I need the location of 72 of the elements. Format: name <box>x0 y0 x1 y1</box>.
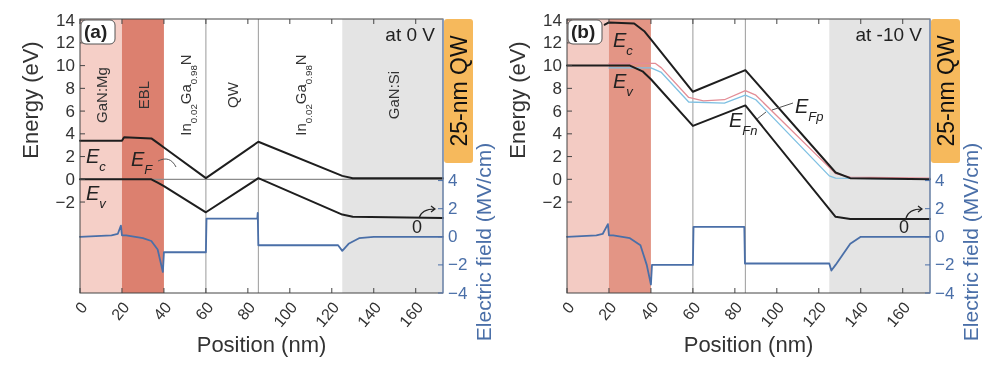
y2-axis-title: Electric field (MV/cm) <box>959 142 982 342</box>
y2-tick-label: 4 <box>448 171 458 191</box>
y-tick-label: 4 <box>552 124 562 144</box>
x-tick-label: 80 <box>233 298 259 324</box>
y-tick-label: 12 <box>543 33 562 53</box>
x-tick-label: 20 <box>595 298 620 324</box>
text: 25-nm QW <box>933 35 959 147</box>
y-tick-label: 4 <box>65 124 75 144</box>
annotation: (a) <box>84 21 108 42</box>
y-tick-label: 2 <box>552 147 562 167</box>
series-label: E$_{Fn}$ <box>729 109 758 138</box>
annotation: at 0 V <box>385 24 436 45</box>
y-tick-label: 12 <box>56 33 75 53</box>
y-tick-label: 2 <box>65 147 75 167</box>
x-tick-label: 60 <box>191 298 217 324</box>
series-label: E$_{c}$ <box>613 29 634 58</box>
line-series <box>79 136 444 180</box>
y2-tick-label: 2 <box>935 199 945 219</box>
line-series <box>566 64 931 221</box>
series-label: E$_{v}$ <box>613 70 635 99</box>
line-series <box>79 177 444 219</box>
y2-tick-label: −4 <box>448 283 468 303</box>
band-label: EBL <box>134 80 152 110</box>
annotation: 0 <box>411 217 423 237</box>
y-axis-title: Energy (eV) <box>505 41 530 159</box>
series-label: E$_{c}$ <box>86 145 107 174</box>
y-axis-title: Energy (eV) <box>18 41 43 159</box>
series-label: E$_{F}$ <box>131 148 154 177</box>
y2-tick-label: 0 <box>935 227 945 247</box>
x-tick-label: 120 <box>799 298 830 331</box>
annotation: at -10 V <box>855 24 923 45</box>
x-axis-title: Position (nm) <box>196 332 327 357</box>
y-tick-label: 10 <box>56 56 75 76</box>
y-tick-label: 0 <box>552 169 562 189</box>
x-axis-title: Position (nm) <box>683 332 814 357</box>
y-tick-label: 14 <box>56 10 75 30</box>
y2-tick-label: 2 <box>448 199 458 219</box>
series-label: E$_{Fp}$ <box>795 95 824 124</box>
x-tick-label: 100 <box>270 298 301 331</box>
y-tick-label: −2 <box>55 192 75 212</box>
y2-axis-title: Electric field (MV/cm) <box>472 142 495 342</box>
text: 25-nm QW <box>446 35 472 147</box>
y-tick-label: 0 <box>65 169 75 189</box>
x-tick-label: 80 <box>720 298 746 324</box>
y2-tick-label: 0 <box>448 227 458 247</box>
x-tick-label: 60 <box>678 298 704 324</box>
y-tick-label: 8 <box>552 78 562 98</box>
y-tick-label: 8 <box>65 78 75 98</box>
annotation: (b) <box>571 21 596 42</box>
x-tick-label: 40 <box>637 298 662 324</box>
band-label: GaN:Si <box>384 70 402 120</box>
y2-tick-label: −4 <box>935 283 955 303</box>
y2-tick-label: −2 <box>935 255 955 275</box>
y2-tick-label: 4 <box>935 171 945 191</box>
band-label: GaN:Mg <box>92 67 110 123</box>
x-tick-label: 40 <box>150 298 175 324</box>
y-tick-label: −2 <box>542 192 562 212</box>
x-tick-label: 100 <box>757 298 788 331</box>
x-tick-label: 120 <box>312 298 343 331</box>
x-tick-label: 140 <box>841 298 872 331</box>
series-label: E$_{v}$ <box>86 182 108 211</box>
x-tick-label: 160 <box>396 298 427 331</box>
annotation: QW <box>224 81 241 108</box>
y-tick-label: 6 <box>65 101 75 121</box>
x-tick-label: 140 <box>354 298 385 331</box>
x-tick-label: 160 <box>883 298 914 331</box>
y-tick-label: 6 <box>552 101 562 121</box>
y-tick-label: 14 <box>543 10 562 30</box>
y-tick-label: 10 <box>543 56 562 76</box>
annotation: 0 <box>898 217 910 237</box>
x-tick-label: 20 <box>108 298 133 324</box>
y2-tick-label: −2 <box>448 255 468 275</box>
